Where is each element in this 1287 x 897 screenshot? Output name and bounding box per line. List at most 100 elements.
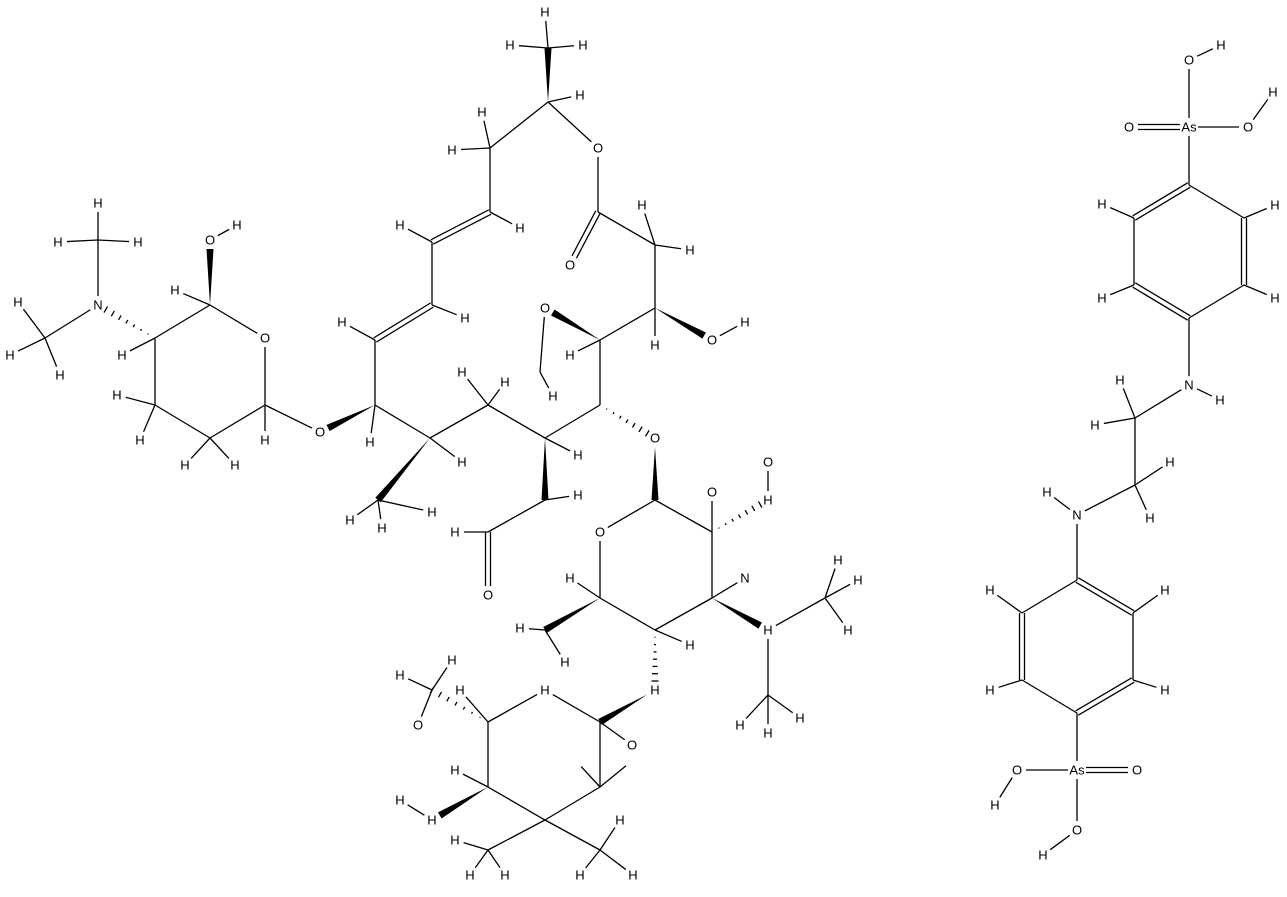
bond (460, 147, 491, 151)
bond (429, 404, 489, 439)
bond (1134, 389, 1182, 419)
bond (487, 388, 501, 406)
atom-label: H (540, 683, 549, 698)
atom-label: N (1072, 508, 1081, 523)
atom-label: H (135, 433, 144, 448)
atom-label: H (427, 813, 436, 828)
atom-label: N (740, 571, 749, 586)
atom-label: O (1184, 53, 1194, 68)
atom-label: H (1270, 291, 1279, 306)
atom-label: H (450, 525, 459, 540)
bond (545, 20, 549, 49)
bond (654, 244, 682, 250)
bond (190, 437, 211, 459)
atom-label: H (685, 638, 694, 653)
atom-label: H (500, 375, 509, 390)
bond (17, 337, 46, 352)
atom-label: H (573, 448, 582, 463)
hash-bond (110, 310, 115, 317)
atom-label: O (1132, 763, 1142, 778)
atom-label: H (460, 311, 469, 326)
bond (183, 292, 211, 306)
atom-label: H (500, 868, 509, 883)
bond (474, 849, 489, 869)
wedge-bond (326, 405, 375, 432)
bond (1075, 677, 1133, 712)
atom-label: H (55, 368, 64, 383)
bond (407, 678, 433, 691)
atom-label: H (540, 5, 549, 20)
bond (654, 499, 713, 533)
atom-label: H (650, 338, 659, 353)
atom-label: O (593, 141, 603, 156)
atom-label: O (1072, 823, 1082, 838)
bond (1196, 48, 1214, 57)
bond (1134, 466, 1163, 486)
bond (465, 696, 489, 723)
hash-bond (618, 415, 622, 419)
bond (711, 582, 738, 599)
atom-label: H (395, 218, 404, 233)
bond (487, 404, 546, 439)
bond (377, 499, 382, 520)
bond (377, 499, 424, 511)
bond (154, 404, 211, 439)
atom-label: O (315, 425, 325, 440)
atom-label: H (615, 813, 624, 828)
atom-label: O (413, 718, 423, 733)
atom-label: H (1097, 291, 1106, 306)
atom-label: O (483, 588, 493, 603)
atom-label: H (565, 348, 574, 363)
atom-label: H (650, 683, 659, 698)
atom-label: H (455, 683, 464, 698)
bond (599, 721, 626, 741)
bond (824, 597, 844, 624)
bond (407, 228, 433, 243)
wedge-bond (651, 447, 659, 500)
atom-label: H (1165, 455, 1174, 470)
hash-bond (132, 324, 136, 328)
atom-label: H (180, 458, 189, 473)
bond (356, 499, 379, 516)
atom-label: H (170, 283, 179, 298)
atom-label: O (565, 258, 575, 273)
hash-bond (103, 306, 109, 313)
atom-label: H (395, 793, 404, 808)
bond (374, 404, 431, 439)
bond (154, 304, 211, 339)
bond (1243, 207, 1267, 219)
bond (544, 819, 601, 851)
bond (544, 495, 570, 501)
bond (599, 307, 656, 341)
atom-label: H (1270, 198, 1279, 213)
bond (432, 213, 492, 245)
wedge-bond (543, 598, 600, 634)
atom-label: H (1097, 197, 1106, 212)
bond (599, 849, 627, 871)
bond (544, 629, 561, 655)
bond (547, 96, 572, 103)
hash-bond (605, 408, 608, 410)
atom-label: H (515, 621, 524, 636)
hash-bond (638, 426, 643, 433)
wedge-bond (544, 48, 552, 102)
hash-bond (744, 509, 749, 515)
atom-label: O (627, 738, 637, 753)
atom-label: H (1115, 373, 1124, 388)
hash-bond (731, 518, 734, 522)
bond (209, 437, 230, 459)
bond (1134, 186, 1191, 221)
bond (349, 325, 376, 341)
bond (370, 404, 376, 434)
bond (420, 689, 433, 717)
bond (654, 629, 682, 643)
bond (209, 304, 258, 334)
bond (129, 337, 156, 352)
atom-label: As (1069, 763, 1085, 778)
bond (489, 101, 549, 149)
bond (125, 396, 156, 406)
atom-label: H (447, 143, 456, 158)
bond (487, 499, 546, 533)
bond (1021, 579, 1078, 614)
hash-bond (612, 411, 615, 415)
